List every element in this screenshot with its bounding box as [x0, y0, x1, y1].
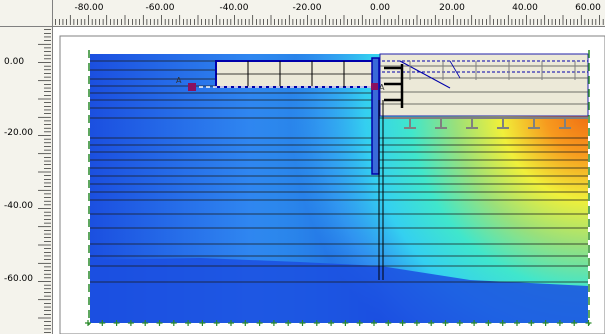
point-marker-right[interactable]: [371, 83, 378, 90]
left-structure[interactable]: [215, 60, 375, 88]
ruler-x-label: -20.00: [292, 3, 322, 13]
fixity-symbol: [571, 320, 578, 326]
geogrid-markers: [384, 117, 588, 129]
contour-plot: [90, 54, 588, 323]
fixity-symbol: [127, 320, 134, 326]
point-label-right: A: [379, 83, 385, 92]
fixity-symbol: [299, 320, 306, 326]
ruler-x-label: -80.00: [74, 3, 104, 13]
fixity-symbol: [156, 320, 163, 326]
fixity-symbol: [456, 320, 463, 326]
model-drawing[interactable]: [53, 27, 605, 334]
ruler-x-label: 20.00: [439, 3, 465, 13]
ruler-y-label: -20.00: [4, 128, 34, 138]
point-marker-left[interactable]: [188, 83, 196, 91]
fixity-symbol: [185, 320, 192, 326]
fixity-symbol: [485, 320, 492, 326]
fixity-symbol: [113, 320, 120, 326]
fixity-symbol: [442, 320, 449, 326]
retaining-wall[interactable]: [371, 57, 384, 280]
fixity-symbol: [242, 320, 249, 326]
fixity-symbol: [313, 320, 320, 326]
ruler-x-label: -40.00: [219, 3, 249, 13]
fixity-symbol: [256, 320, 263, 326]
fixity-symbol: [356, 320, 363, 326]
right-excavation[interactable]: [379, 53, 589, 117]
fixity-symbol: [270, 320, 277, 326]
fixity-symbol: [170, 320, 177, 326]
fixity-symbol: [499, 320, 506, 326]
fixity-symbol: [471, 320, 478, 326]
horizontal-ruler: -80.00 -60.00 -40.00 -20.00 0.00 20.00 4…: [0, 0, 605, 27]
fixity-symbol: [385, 320, 392, 326]
ruler-y-label: -60.00: [4, 274, 34, 284]
model-canvas[interactable]: A A: [53, 27, 605, 334]
fixity-symbol: [556, 320, 563, 326]
canvas-frame: [59, 35, 605, 334]
ruler-y-label: 0.00: [4, 57, 25, 67]
fixity-symbol: [342, 320, 349, 326]
fixity-symbol: [399, 320, 406, 326]
deep-zone: [90, 258, 588, 323]
fixity-symbol: [514, 320, 520, 326]
ruler-x-label: 60.00: [575, 3, 601, 13]
ruler-x-label: 0.00: [369, 3, 391, 13]
fixity-symbol: [328, 320, 335, 326]
fixity-symbol: [285, 320, 292, 326]
vertical-ruler: 0.00 -20.00 -40.00 -60.00: [0, 26, 53, 334]
bottom-fixities: [85, 320, 592, 326]
ruler-x-label: 40.00: [512, 3, 538, 13]
point-label-left: A: [176, 76, 182, 85]
fixity-symbol: [213, 320, 220, 326]
fixity-symbol: [228, 320, 234, 326]
fixity-symbol: [199, 320, 206, 326]
ruler-corner: [0, 0, 53, 27]
ruler-y-label: -40.00: [4, 201, 34, 211]
horizontal-ruler-ticks: [51, 15, 604, 25]
fixity-symbol: [99, 320, 106, 326]
fixity-symbol: [142, 320, 149, 326]
fixity-symbol: [85, 320, 91, 326]
fixity-symbol: [413, 320, 420, 326]
fixity-symbol: [542, 320, 549, 326]
fixity-symbol: [428, 320, 435, 326]
fixity-symbol: [528, 320, 535, 326]
fixity-symbol: [371, 320, 377, 326]
vertical-ruler-ticks: [38, 26, 51, 333]
anchor-bars: [384, 64, 404, 108]
model-boundary: [88, 50, 590, 325]
ruler-x-label: -60.00: [145, 3, 175, 13]
fixity-symbol: [585, 320, 592, 326]
